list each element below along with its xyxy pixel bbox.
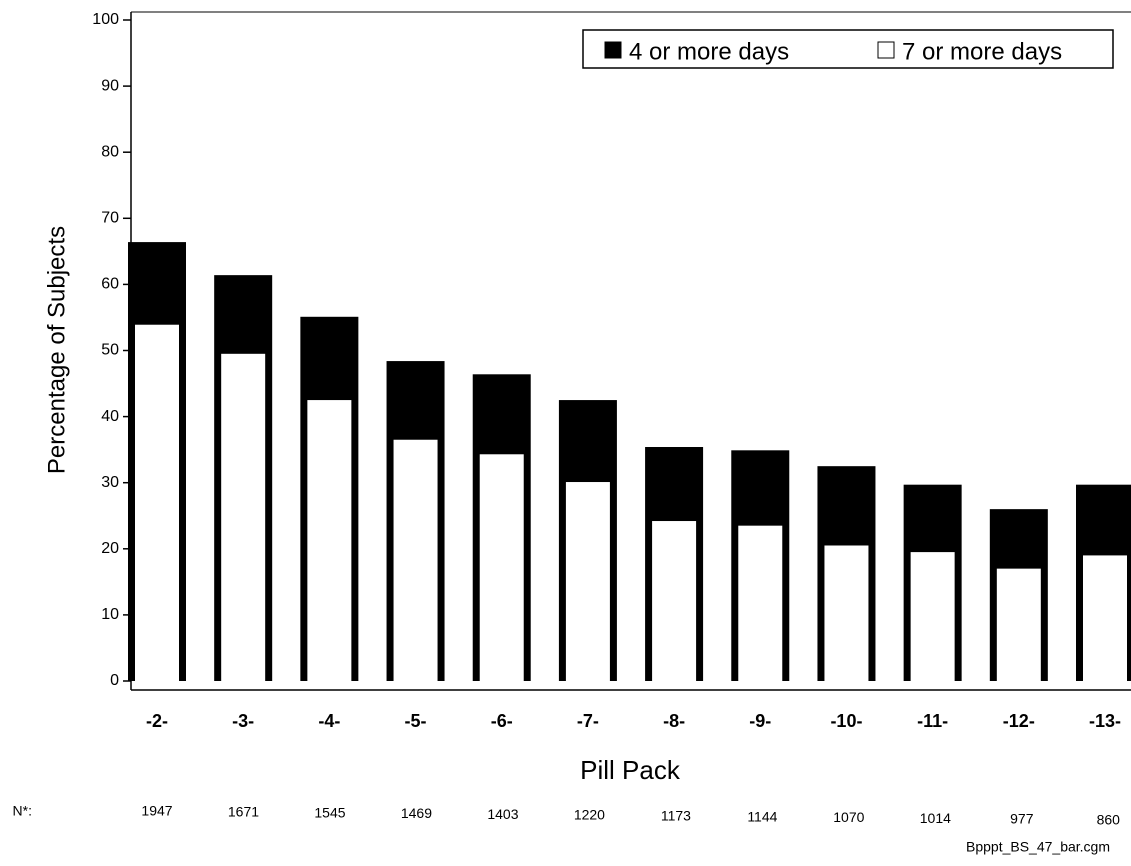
- bar-inner: [738, 525, 783, 681]
- bar-inner: [565, 482, 610, 681]
- n-value: 1469: [401, 805, 432, 821]
- n-value: 1947: [141, 803, 172, 819]
- n-value: 977: [1010, 811, 1034, 827]
- x-tick-label: -4-: [318, 711, 340, 731]
- bar-inner: [479, 454, 524, 681]
- n-value: 1671: [228, 804, 259, 820]
- n-value: 860: [1097, 812, 1121, 828]
- y-tick-label: 80: [101, 143, 119, 160]
- y-tick-label: 40: [101, 408, 119, 425]
- legend-swatch: [877, 41, 895, 59]
- x-tick-label: -3-: [232, 711, 254, 731]
- bar-inner: [652, 521, 697, 681]
- x-tick-label: -10-: [830, 711, 862, 731]
- y-tick-label: 30: [101, 474, 119, 491]
- bar-inner: [393, 439, 438, 681]
- y-tick-label: 70: [101, 210, 119, 227]
- x-tick-label: -8-: [663, 711, 685, 731]
- y-tick-label: 20: [101, 540, 119, 557]
- y-axis-label: Percentage of Subjects: [43, 226, 70, 474]
- legend-label: 7 or more days: [902, 38, 1062, 65]
- n-label: N*:: [13, 803, 32, 819]
- bar-inner: [135, 324, 179, 681]
- x-tick-label: -6-: [491, 711, 513, 731]
- bar-inner: [910, 552, 955, 681]
- bar-inner: [1083, 555, 1127, 681]
- legend-box: [582, 29, 1114, 69]
- x-tick-label: -5-: [405, 711, 427, 731]
- n-value: 1014: [920, 810, 951, 826]
- bar-inner: [221, 353, 266, 681]
- bar-inner: [307, 400, 352, 681]
- bar-inner: [824, 545, 869, 681]
- y-tick-label: 90: [101, 77, 119, 94]
- y-tick-label: 10: [101, 606, 119, 623]
- x-tick-label: -11-: [917, 711, 948, 731]
- n-value: 1403: [487, 806, 518, 822]
- x-axis-label: Pill Pack: [580, 755, 681, 785]
- x-tick-label: -13-: [1089, 711, 1121, 731]
- n-value: 1173: [661, 808, 691, 824]
- x-tick-label: -9-: [749, 711, 771, 731]
- x-tick-label: -7-: [577, 711, 599, 731]
- y-tick-label: 0: [110, 672, 119, 689]
- footnote: Bpppt_BS_47_bar.cgm: [966, 839, 1110, 855]
- x-tick-label: -12-: [1003, 711, 1035, 731]
- x-tick-label: -2-: [146, 711, 168, 731]
- bar-inner: [996, 568, 1041, 681]
- n-value: 1220: [574, 807, 605, 823]
- y-tick-label: 100: [92, 11, 119, 28]
- n-value: 1070: [833, 809, 864, 825]
- legend-label: 4 or more days: [629, 38, 789, 65]
- n-value: 1144: [747, 808, 777, 824]
- y-tick-label: 60: [101, 276, 119, 293]
- y-tick-label: 50: [101, 342, 119, 359]
- n-value: 1545: [314, 804, 345, 820]
- legend-swatch: [604, 41, 622, 59]
